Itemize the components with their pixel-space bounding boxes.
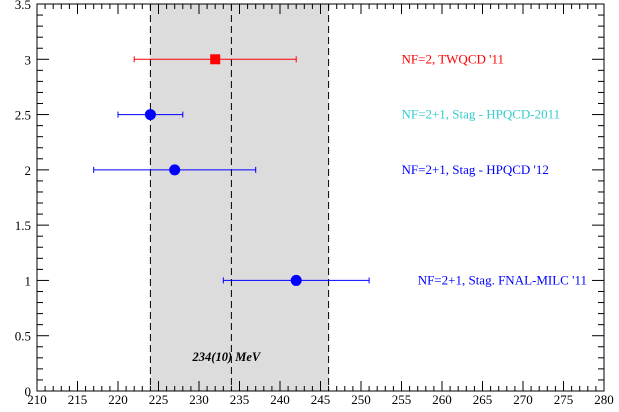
x-tick-label: 250 (351, 392, 371, 407)
point-label: NF=2+1, Stag. FNAL-MILC '11 (418, 272, 587, 287)
data-point-marker (169, 164, 181, 176)
labels-layer: 234(10) MeV NF=2, TWQCD '11 NF=2+1, Stag -… (192, 51, 587, 364)
x-tick-label: 240 (270, 392, 290, 407)
point-label: NF=2+1, Stag - HPQCD-2011 (402, 107, 561, 122)
x-tick-label: 230 (189, 392, 209, 407)
data-point-marker (144, 109, 156, 121)
x-tick-label: 275 (554, 392, 574, 407)
y-tick-label: 1.5 (15, 218, 31, 233)
y-tick-label: 3 (25, 52, 32, 67)
y-tick-label: 3.5 (15, 0, 31, 12)
axes-layer: 210 215 220 225 230 235 240 245 250 255 260 265 270 2… (15, 0, 614, 407)
y-tick-label: 2.5 (15, 108, 31, 123)
data-point-marker (210, 54, 221, 65)
x-tick-label: 210 (27, 392, 47, 407)
x-tick-label: 245 (311, 392, 331, 407)
x-tick-label: 280 (594, 392, 614, 407)
band-label: 234(10) MeV (192, 350, 262, 364)
x-tick-label: 255 (392, 392, 412, 407)
band-layer (149, 4, 330, 391)
x-tick-label: 260 (432, 392, 452, 407)
error-band (150, 4, 329, 391)
y-tick-label: 2 (25, 163, 32, 178)
data-point-marker (290, 274, 302, 286)
points-layer (93, 54, 370, 286)
x-tick-label: 235 (230, 392, 250, 407)
point-label: NF=2+1, Stag - HPQCD '12 (402, 162, 549, 177)
x-tick-label: 225 (149, 392, 169, 407)
x-tick-label: 215 (68, 392, 88, 407)
y-tick-label: 0 (25, 384, 32, 399)
y-tick-label: 0.5 (15, 329, 31, 344)
x-tick-label: 220 (108, 392, 128, 407)
y-tick-label: 1 (25, 273, 32, 288)
x-tick-label: 265 (473, 392, 493, 407)
point-label: NF=2, TWQCD '11 (402, 51, 504, 66)
x-tick-label: 270 (513, 392, 533, 407)
